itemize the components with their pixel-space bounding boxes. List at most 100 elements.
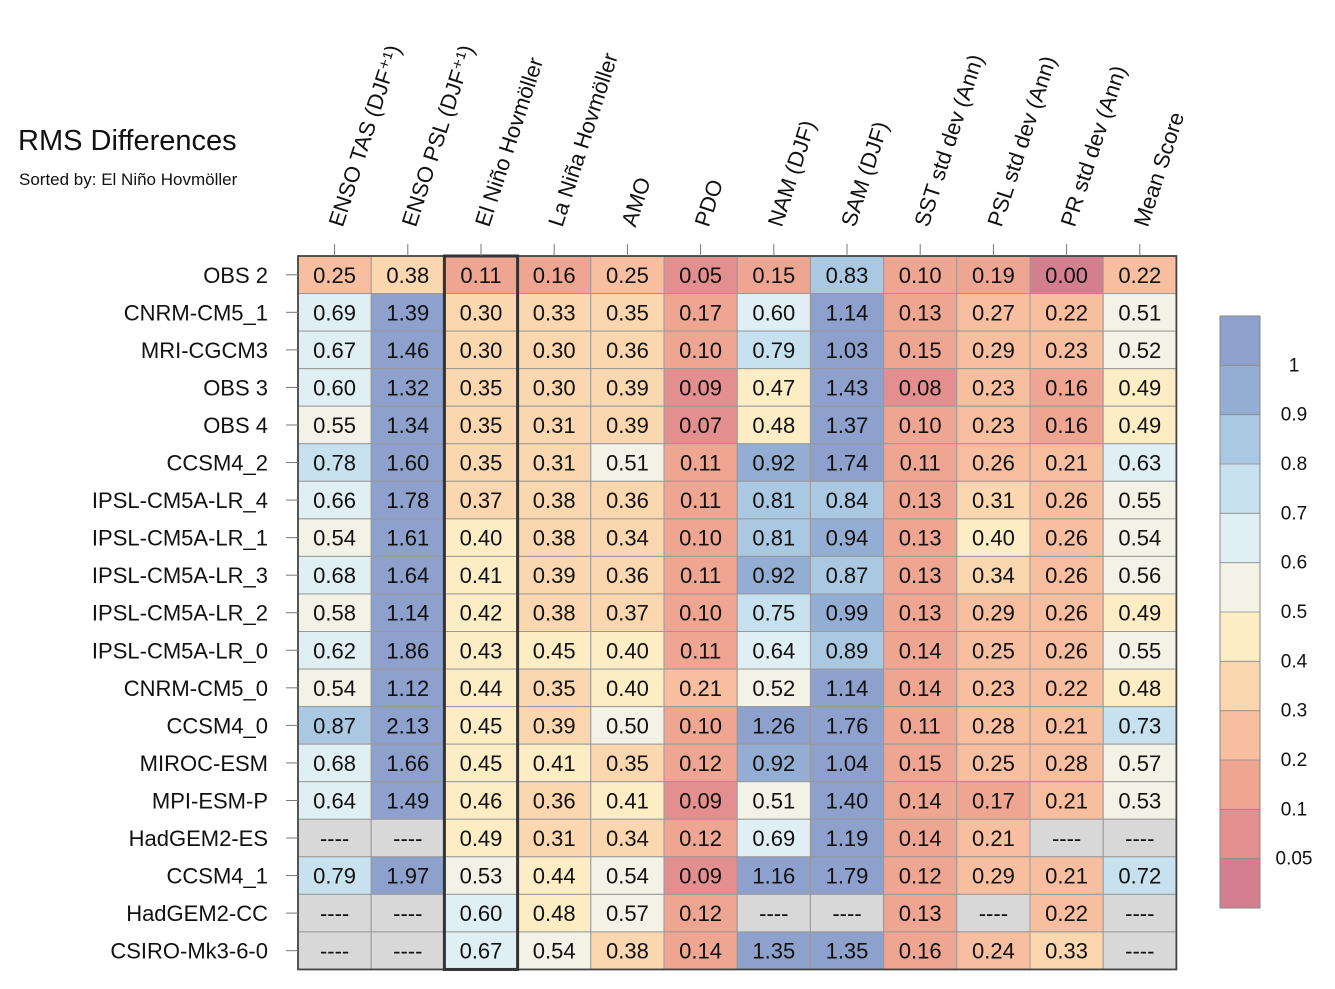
column-label-el-ni-o-hovm-ller: El Niño Hovmöller xyxy=(470,54,548,229)
column-label-la-ni-a-hovm-ller: La Niña Hovmöller xyxy=(543,50,623,230)
heatmap-cell xyxy=(883,818,958,858)
cell-value: 0.40 xyxy=(460,526,503,551)
heatmap-cell xyxy=(883,518,958,557)
cell-value: 0.36 xyxy=(533,788,576,813)
heatmap-cell xyxy=(1029,743,1104,783)
row-label-hadgem2-es: HadGEM2-ES xyxy=(129,826,268,851)
heatmap-cell xyxy=(517,405,592,445)
heatmap-cell xyxy=(297,555,372,595)
cell-value: 0.73 xyxy=(1118,713,1161,738)
cell-value: 0.29 xyxy=(972,864,1015,889)
cell-value: ---- xyxy=(393,826,422,851)
cell-value: 0.31 xyxy=(533,451,576,476)
column-label-mean-score: Mean Score xyxy=(1129,109,1189,230)
cell-value: 1.97 xyxy=(386,864,429,889)
row-label-ipsl-cm5a-lr-1: IPSL-CM5A-LR_1 xyxy=(92,526,268,551)
cell-value: 0.24 xyxy=(972,939,1015,964)
cell-value: 0.25 xyxy=(972,638,1015,663)
cell-value: ---- xyxy=(1125,939,1154,964)
cell-value: 0.35 xyxy=(606,751,649,776)
cell-value: 1.86 xyxy=(386,638,429,663)
colorbar-label: 0.4 xyxy=(1281,651,1308,672)
heatmap-cell xyxy=(1102,593,1177,633)
cell-value: 0.16 xyxy=(899,939,942,964)
cell-value: 0.34 xyxy=(972,563,1015,588)
cell-value: 0.64 xyxy=(313,788,356,813)
column-label-sst-std-dev-ann: SST std dev (Ann) xyxy=(909,51,988,229)
cell-value: 1.03 xyxy=(826,338,869,363)
cell-value: 0.15 xyxy=(899,751,942,776)
heatmap-cell xyxy=(370,293,445,332)
heatmap-cell xyxy=(736,443,811,482)
cell-value: 0.10 xyxy=(679,526,722,551)
colorbar-label: 0.9 xyxy=(1281,405,1307,426)
cell-value: 0.49 xyxy=(1118,413,1161,438)
cell-value: 0.10 xyxy=(679,601,722,626)
column-label-sam-djf: SAM (DJF) xyxy=(836,118,893,229)
heatmap-cell xyxy=(590,443,665,482)
cell-value: 0.69 xyxy=(313,300,356,325)
heatmap-cell xyxy=(736,293,811,332)
cell-value: 0.23 xyxy=(972,676,1015,701)
heatmap-cell xyxy=(1102,706,1177,745)
heatmap-cell xyxy=(443,631,519,670)
heatmap-cell xyxy=(956,480,1031,520)
cell-value: 0.87 xyxy=(313,713,356,738)
heatmap-cell xyxy=(736,593,811,633)
cell-value: 0.16 xyxy=(1045,413,1088,438)
cell-value: 0.40 xyxy=(606,676,649,701)
cell-value: 0.54 xyxy=(1118,526,1161,551)
cell-value: 0.53 xyxy=(1118,788,1161,813)
heatmap-cell xyxy=(956,518,1031,557)
cell-value: 0.38 xyxy=(386,263,429,288)
heatmap-cell xyxy=(956,593,1031,633)
cell-value: 1.61 xyxy=(386,526,429,551)
cell-value: 0.31 xyxy=(533,826,576,851)
cell-value: 0.21 xyxy=(1045,451,1088,476)
cell-value: 0.09 xyxy=(679,375,722,400)
cell-value: 0.26 xyxy=(972,451,1015,476)
heatmap-cell xyxy=(297,593,372,633)
heatmap-cell xyxy=(443,706,519,745)
colorbar-swatch xyxy=(1220,414,1260,464)
row-label-ccsm4-2: CCSM4_2 xyxy=(167,451,268,476)
cell-value: 0.54 xyxy=(313,526,356,551)
cell-value: 0.10 xyxy=(899,263,942,288)
cell-value: 0.50 xyxy=(606,713,649,738)
heatmap-cell xyxy=(370,330,445,370)
heatmap-cell xyxy=(590,893,665,933)
heatmap-cell xyxy=(297,255,372,295)
heatmap-cell xyxy=(1029,518,1104,557)
heatmap-cell xyxy=(956,330,1031,370)
heatmap-cell xyxy=(517,480,592,520)
cell-value: 1.64 xyxy=(386,563,429,588)
cell-value: 0.66 xyxy=(313,488,356,513)
cell-value: 0.13 xyxy=(899,563,942,588)
cell-value: 0.62 xyxy=(313,638,356,663)
cell-value: ---- xyxy=(1052,826,1081,851)
heatmap-cell xyxy=(443,893,519,933)
cell-value: 0.07 xyxy=(679,413,722,438)
cell-value: ---- xyxy=(979,901,1008,926)
cell-value: 1.74 xyxy=(826,451,869,476)
heatmap-cell xyxy=(956,856,1031,895)
cell-value: 0.60 xyxy=(313,375,356,400)
heatmap-cell xyxy=(1029,555,1104,595)
cell-value: 1.34 xyxy=(386,413,429,438)
cell-value: 0.94 xyxy=(826,526,869,551)
cell-value: 0.33 xyxy=(533,300,576,325)
cell-value: 0.13 xyxy=(899,901,942,926)
cell-value: 0.14 xyxy=(899,638,942,663)
heatmap-cell xyxy=(663,555,738,595)
cell-value: 0.41 xyxy=(533,751,576,776)
heatmap-cell xyxy=(736,631,811,670)
cell-value: 0.54 xyxy=(533,939,576,964)
heatmap-cell xyxy=(809,593,885,633)
colorbar-swatch xyxy=(1220,661,1260,711)
cell-value: 0.89 xyxy=(826,638,869,663)
cell-value: 0.57 xyxy=(1118,751,1161,776)
heatmap-cell xyxy=(297,368,372,407)
cell-value: 0.63 xyxy=(1118,451,1161,476)
cell-value: 0.84 xyxy=(826,488,869,513)
